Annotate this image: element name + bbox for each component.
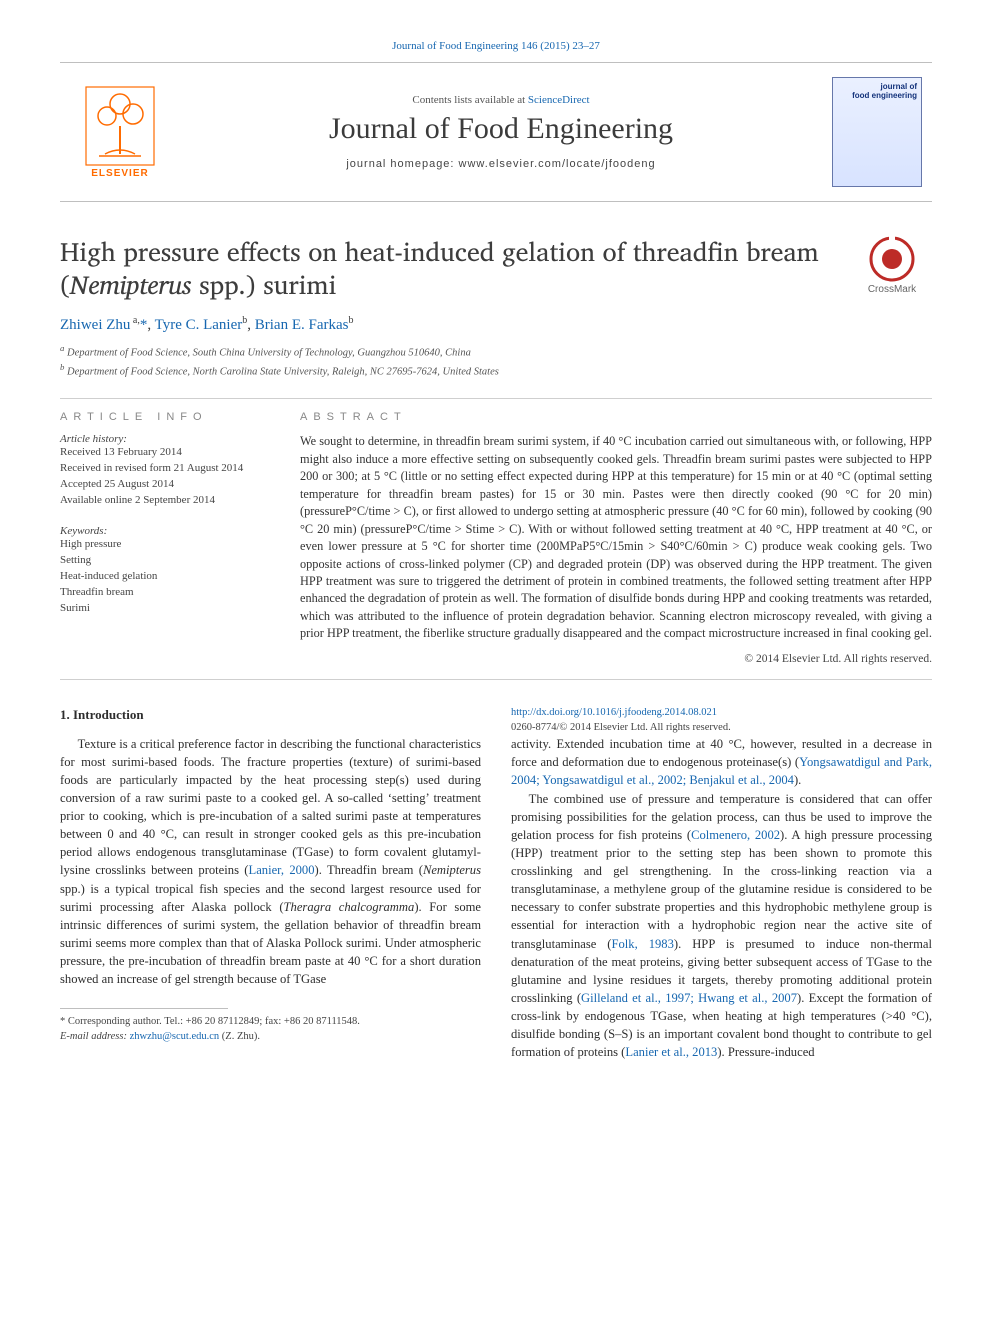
doi-link[interactable]: http://dx.doi.org/10.1016/j.jfoodeng.201… xyxy=(511,707,717,718)
divider xyxy=(60,398,932,399)
section-heading-1: 1. Introduction xyxy=(60,706,481,725)
journal-cover-thumb: journal of food engineering xyxy=(832,77,922,187)
elsevier-wordmark: ELSEVIER xyxy=(91,168,148,179)
keyword: Heat-induced gelation xyxy=(60,569,270,585)
citation-link[interactable]: Lanier et al., 2013 xyxy=(625,1045,717,1059)
elsevier-logo: ELSEVIER xyxy=(75,77,165,187)
citation-link[interactable]: Gilleland et al., 1997; Hwang et al., 20… xyxy=(581,991,797,1005)
keyword: Setting xyxy=(60,553,270,569)
email-label: E-mail address: xyxy=(60,1031,130,1042)
affil-marker: a xyxy=(60,343,64,353)
body-text: ). Pressure-induced xyxy=(717,1045,814,1059)
keyword: Threadfin bream xyxy=(60,585,270,601)
citation-link[interactable]: Colmenero, 2002 xyxy=(691,828,780,842)
doi-block: http://dx.doi.org/10.1016/j.jfoodeng.201… xyxy=(511,706,932,735)
publisher-logo-slot: ELSEVIER xyxy=(60,63,180,201)
author-link[interactable]: Tyre C. Lanier xyxy=(155,317,243,333)
crossmark-icon xyxy=(869,236,915,282)
contents-available-line: Contents lists available at ScienceDirec… xyxy=(412,94,589,106)
cover-line2: food engineering xyxy=(852,91,917,100)
affil-text: Department of Food Science, South China … xyxy=(67,348,471,359)
corresponding-author-footnote: * Corresponding author. Tel.: +86 20 871… xyxy=(60,1015,481,1044)
corr-line: E-mail address: zhwzhu@scut.edu.cn (Z. Z… xyxy=(60,1030,481,1045)
crossmark-badge[interactable]: CrossMark xyxy=(852,236,932,295)
author-list: Zhiwei Zhu a,*, Tyre C. Lanierb, Brian E… xyxy=(60,315,932,334)
corr-email-link[interactable]: zhwzhu@scut.edu.cn xyxy=(130,1031,220,1042)
divider xyxy=(60,679,932,680)
abstract-heading: abstract xyxy=(300,411,932,423)
journal-citation: Journal of Food Engineering 146 (2015) 2… xyxy=(60,40,932,52)
body-text: ). Threadfin bream (Nemipterus spp.) is … xyxy=(60,863,481,986)
body-text: Texture is a critical preference factor … xyxy=(60,737,481,878)
keyword: High pressure xyxy=(60,537,270,553)
journal-banner: ELSEVIER Contents lists available at Sci… xyxy=(60,62,932,202)
author-link[interactable]: Brian E. Farkas xyxy=(255,317,349,333)
article-history-lines: Received 13 February 2014 Received in re… xyxy=(60,445,270,509)
author-link[interactable]: Zhiwei Zhu xyxy=(60,317,130,333)
history-line: Available online 2 September 2014 xyxy=(60,493,270,509)
elsevier-tree-icon xyxy=(85,86,155,166)
history-line: Received 13 February 2014 xyxy=(60,445,270,461)
article-history-label: Article history: xyxy=(60,433,270,445)
history-line: Accepted 25 August 2014 xyxy=(60,477,270,493)
issn-copyright: 0260-8774/© 2014 Elsevier Ltd. All right… xyxy=(511,722,731,733)
homepage-pre-text: journal homepage: xyxy=(346,158,458,170)
author-affil-marker: b xyxy=(242,315,247,326)
corresponding-marker-link[interactable]: * xyxy=(140,317,148,333)
affiliation-item: b Department of Food Science, North Caro… xyxy=(60,361,932,380)
journal-homepage-url: www.elsevier.com/locate/jfoodeng xyxy=(459,158,656,170)
author-affil-marker: b xyxy=(349,315,354,326)
corr-post: (Z. Zhu). xyxy=(219,1031,260,1042)
banner-center: Contents lists available at ScienceDirec… xyxy=(180,63,822,201)
corr-line: * Corresponding author. Tel.: +86 20 871… xyxy=(60,1015,481,1030)
keyword: Surimi xyxy=(60,601,270,617)
paper-title: High pressure effects on heat-induced ge… xyxy=(60,236,840,301)
article-body: 1. Introduction Texture is a critical pr… xyxy=(60,706,932,1062)
body-text: ). A high pressure processing (HPP) trea… xyxy=(511,828,932,951)
article-info-column: article info Article history: Received 1… xyxy=(60,411,270,664)
footnote-divider xyxy=(60,1008,228,1009)
journal-cover-slot: journal of food engineering xyxy=(822,63,932,201)
history-line: Received in revised form 21 August 2014 xyxy=(60,461,270,477)
journal-name: Journal of Food Engineering xyxy=(329,112,673,146)
affiliation-item: a Department of Food Science, South Chin… xyxy=(60,342,932,361)
abstract-column: abstract We sought to determine, in thre… xyxy=(300,411,932,664)
affil-text: Department of Food Science, North Caroli… xyxy=(67,367,499,378)
body-paragraph: Texture is a critical preference factor … xyxy=(60,735,481,989)
body-paragraph: activity. Extended incubation time at 40… xyxy=(511,735,932,789)
abstract-copyright: © 2014 Elsevier Ltd. All rights reserved… xyxy=(300,653,932,665)
citation-link[interactable]: Lanier, 2000 xyxy=(249,863,315,877)
cover-line1: journal of xyxy=(881,82,917,91)
contents-pre-text: Contents lists available at xyxy=(412,94,527,106)
journal-homepage-line: journal homepage: www.elsevier.com/locat… xyxy=(346,158,655,170)
body-text: ). xyxy=(794,773,801,787)
citation-link[interactable]: Folk, 1983 xyxy=(612,937,674,951)
body-paragraph: The combined use of pressure and tempera… xyxy=(511,790,932,1062)
crossmark-label: CrossMark xyxy=(868,284,916,295)
keywords-list: High pressure Setting Heat-induced gelat… xyxy=(60,537,270,617)
sciencedirect-link[interactable]: ScienceDirect xyxy=(528,94,590,106)
keywords-label: Keywords: xyxy=(60,525,270,537)
article-info-heading: article info xyxy=(60,411,270,423)
author-affil-marker: a, xyxy=(130,315,139,326)
abstract-text: We sought to determine, in threadfin bre… xyxy=(300,433,932,642)
affiliation-list: a Department of Food Science, South Chin… xyxy=(60,342,932,380)
journal-citation-link[interactable]: Journal of Food Engineering 146 (2015) 2… xyxy=(392,40,600,52)
affil-marker: b xyxy=(60,362,64,372)
